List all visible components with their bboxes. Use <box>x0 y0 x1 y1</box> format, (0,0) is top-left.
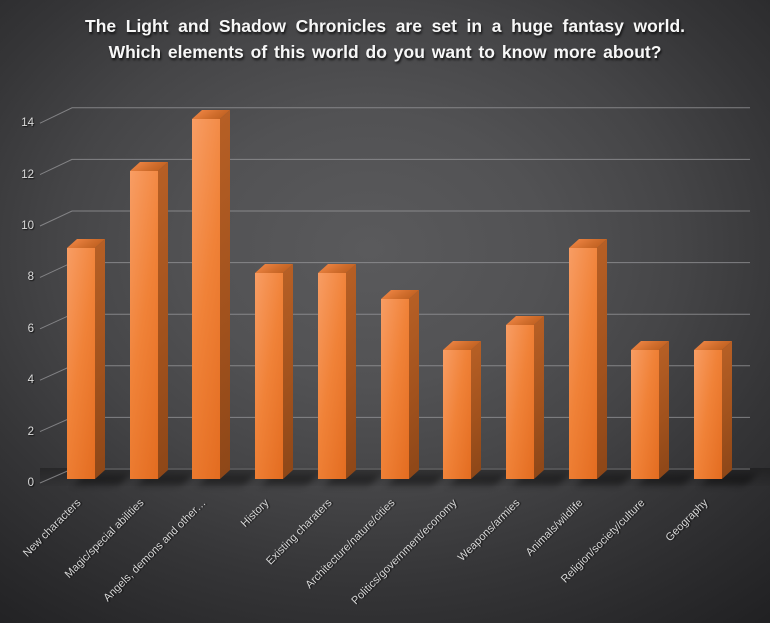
y-axis-tick-label: 2 <box>27 425 34 438</box>
bar-side-face <box>722 340 732 479</box>
gridline <box>39 107 750 124</box>
bar-side-face <box>157 161 168 479</box>
bar-front-face <box>505 325 534 479</box>
bar-side-face <box>659 340 670 479</box>
bar-magic-special-abilities <box>129 161 168 479</box>
bar-front-face <box>380 299 409 479</box>
bar-politics-government-economy <box>443 340 482 479</box>
bar-weapons-armies <box>505 315 544 479</box>
bar-front-face <box>568 248 597 479</box>
bar-front-face <box>631 350 660 479</box>
bar-front-face <box>443 350 472 479</box>
bar-side-face <box>596 238 607 479</box>
bar-front-face <box>192 119 221 479</box>
y-axis-tick-label: 14 <box>21 117 34 130</box>
y-axis-tick-label: 12 <box>21 168 34 181</box>
bar-geography <box>694 340 732 479</box>
bar-front-face <box>255 273 284 479</box>
bar-side-face <box>408 289 419 479</box>
y-axis-tick-label: 6 <box>27 322 34 335</box>
bar-side-face <box>345 263 356 479</box>
bar-existing-charaters <box>317 263 356 479</box>
bar-architecture-nature-cities <box>380 289 419 479</box>
bar-religion-society-culture <box>631 340 670 479</box>
bar-history <box>255 263 294 479</box>
bar-front-face <box>67 248 95 479</box>
bar-front-face <box>317 273 346 479</box>
bar-side-face <box>220 109 231 479</box>
bar-front-face <box>694 350 722 479</box>
bar-front-face <box>129 171 158 479</box>
gridline <box>39 210 750 227</box>
bar-animals-wildlife <box>568 238 607 479</box>
bar-new-characters <box>67 238 105 479</box>
y-axis-tick-label: 8 <box>27 271 34 284</box>
bar-angels-demons-and-other <box>192 109 231 479</box>
y-axis-tick-label: 0 <box>27 477 34 489</box>
gridline <box>39 158 750 176</box>
bar-side-face <box>283 263 294 479</box>
bar-side-face <box>471 340 482 479</box>
bar-side-face <box>95 238 105 479</box>
chart-title: The Light and Shadow Chronicles are set … <box>85 16 685 62</box>
y-axis-tick-label: 4 <box>27 374 34 387</box>
bar-side-face <box>533 315 544 479</box>
y-axis-tick-label: 10 <box>21 220 34 232</box>
